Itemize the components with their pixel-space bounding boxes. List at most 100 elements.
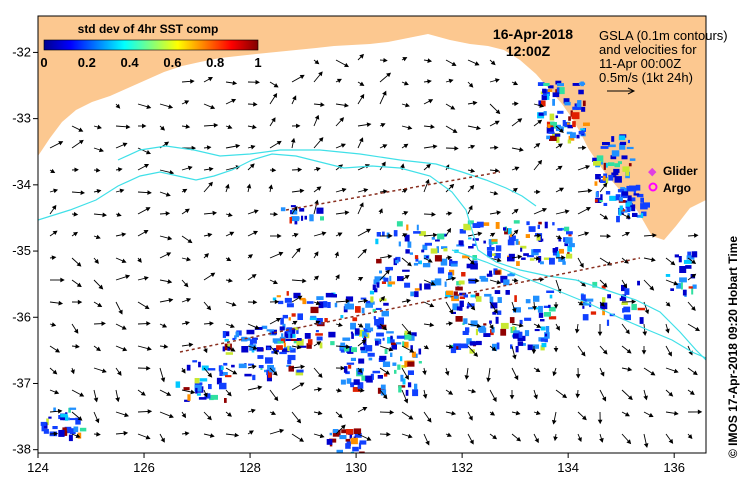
sst-patch (682, 289, 687, 296)
sst-patch (543, 111, 547, 116)
sst-patch (293, 327, 299, 331)
velocity-arrow (247, 101, 258, 107)
sst-patch (616, 215, 620, 223)
sst-patch (632, 212, 638, 217)
velocity-arrow (687, 323, 701, 332)
sst-patch (391, 343, 397, 350)
velocity-arrow (269, 410, 277, 415)
sst-patch (544, 221, 548, 229)
sst-patch (404, 282, 411, 288)
sst-patch (397, 364, 401, 370)
velocity-arrow (423, 301, 435, 308)
sst-patch (619, 205, 623, 211)
sst-patch (466, 306, 469, 309)
sst-patch (405, 389, 409, 396)
sst-patch (248, 363, 254, 366)
glider-track (179, 171, 641, 353)
sst-patch (290, 338, 299, 341)
sst-patch (414, 255, 419, 259)
sst-patch (585, 298, 594, 302)
sst-patch (595, 164, 601, 168)
sst-patch (596, 155, 604, 163)
sst-patch (540, 261, 544, 265)
sst-patch (555, 80, 562, 85)
sst-patch (475, 292, 480, 299)
sst-patch (546, 93, 550, 100)
sst-patch (304, 333, 311, 339)
velocity-arrow (379, 144, 388, 149)
sst-patch (372, 370, 381, 374)
velocity-arrow (225, 432, 240, 438)
sst-patch (404, 330, 408, 335)
velocity-arrow (115, 274, 131, 281)
velocity-arrow (269, 389, 279, 402)
sst-patch (478, 325, 486, 332)
velocity-arrow (464, 367, 470, 380)
velocity-arrow (49, 367, 58, 375)
sst-patch (319, 342, 323, 349)
sst-patch (500, 275, 508, 283)
sst-patch (279, 351, 287, 355)
velocity-arrow (511, 277, 519, 283)
sst-patch (524, 330, 530, 337)
sst-patch (370, 373, 374, 380)
velocity-arrow (115, 345, 128, 352)
velocity-arrow (138, 123, 147, 129)
sst-patch (222, 346, 226, 352)
sst-patch (46, 418, 49, 426)
velocity-arrow (577, 433, 582, 442)
sst-patch (352, 387, 361, 392)
velocity-arrow (225, 124, 233, 130)
velocity-arrow (313, 166, 321, 172)
sst-patch (222, 331, 226, 338)
y-tick-label: -35 (12, 243, 31, 258)
sst-patch (64, 426, 72, 434)
sst-patch (556, 87, 560, 94)
sst-patch (266, 329, 274, 332)
velocity-arrow (533, 433, 539, 444)
velocity-arrow (423, 124, 435, 129)
velocity-arrow (313, 231, 327, 237)
sst-patch (525, 299, 531, 304)
sst-patch (309, 214, 314, 222)
sst-patch (418, 348, 422, 355)
sst-patch (568, 135, 575, 141)
sst-patch (296, 369, 304, 373)
sst-patch (396, 342, 402, 345)
sst-patch (674, 254, 679, 258)
sst-patch (258, 365, 264, 369)
sst-patch (291, 208, 298, 215)
sst-patch (542, 88, 547, 94)
velocity-arrow (137, 190, 152, 195)
velocity-arrow (423, 279, 436, 286)
sst-patch (625, 202, 631, 207)
sst-patch (570, 132, 576, 139)
velocity-arrow (291, 320, 298, 326)
velocity-arrow (203, 77, 213, 83)
velocity-arrow (577, 345, 586, 357)
velocity-arrow (445, 78, 454, 84)
velocity-arrow (225, 212, 233, 218)
velocity-arrow (357, 298, 369, 304)
sst-patch (626, 205, 631, 212)
velocity-arrow (137, 257, 142, 263)
sst-patch (623, 306, 631, 313)
velocity-arrow (71, 231, 79, 237)
velocity-arrow (335, 78, 342, 83)
velocity-arrow (335, 59, 350, 68)
velocity-arrow (551, 411, 557, 425)
sst-patch (513, 220, 520, 224)
velocity-arrow (401, 81, 409, 86)
sst-patch (386, 232, 390, 239)
velocity-arrow (159, 279, 173, 284)
velocity-arrow (379, 189, 388, 194)
sst-patch (301, 215, 304, 221)
sst-patch (538, 112, 545, 116)
sst-patch (358, 358, 365, 364)
velocity-arrow (357, 81, 365, 86)
sst-patch (309, 317, 317, 321)
sst-patch (410, 345, 413, 351)
sst-patch (467, 220, 474, 225)
sst-patch (583, 122, 590, 126)
velocity-arrow (511, 367, 519, 381)
